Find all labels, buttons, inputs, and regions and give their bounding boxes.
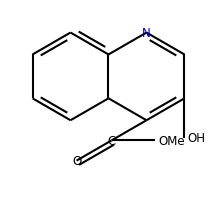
Text: OMe: OMe <box>158 134 185 147</box>
Text: C: C <box>107 134 116 147</box>
Text: O: O <box>72 154 81 167</box>
Text: OH: OH <box>187 132 205 145</box>
Text: N: N <box>142 27 151 40</box>
